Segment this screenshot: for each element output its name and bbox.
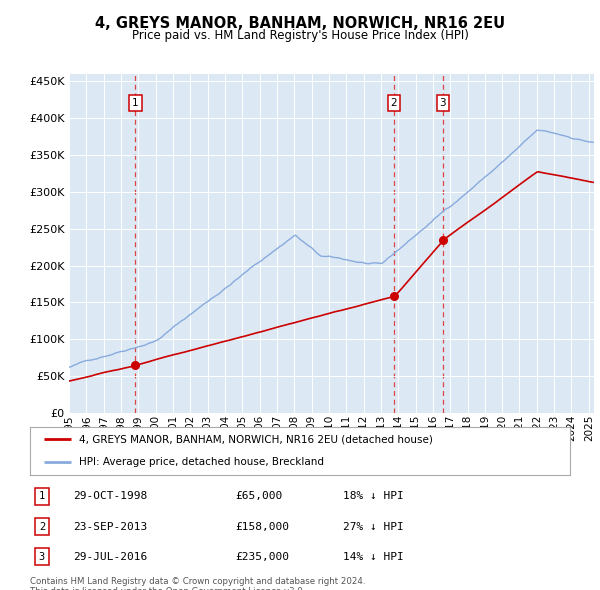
Text: 29-JUL-2016: 29-JUL-2016 bbox=[73, 552, 148, 562]
Text: 2: 2 bbox=[391, 99, 397, 108]
Text: 1: 1 bbox=[132, 99, 139, 108]
Text: 4, GREYS MANOR, BANHAM, NORWICH, NR16 2EU: 4, GREYS MANOR, BANHAM, NORWICH, NR16 2E… bbox=[95, 15, 505, 31]
Text: 14% ↓ HPI: 14% ↓ HPI bbox=[343, 552, 404, 562]
Text: 1: 1 bbox=[39, 491, 45, 502]
Text: 27% ↓ HPI: 27% ↓ HPI bbox=[343, 522, 404, 532]
Text: HPI: Average price, detached house, Breckland: HPI: Average price, detached house, Brec… bbox=[79, 457, 323, 467]
Text: Price paid vs. HM Land Registry's House Price Index (HPI): Price paid vs. HM Land Registry's House … bbox=[131, 29, 469, 42]
Text: £235,000: £235,000 bbox=[235, 552, 289, 562]
Text: 29-OCT-1998: 29-OCT-1998 bbox=[73, 491, 148, 502]
Text: 2: 2 bbox=[39, 522, 45, 532]
Text: 23-SEP-2013: 23-SEP-2013 bbox=[73, 522, 148, 532]
Text: 18% ↓ HPI: 18% ↓ HPI bbox=[343, 491, 404, 502]
Text: £158,000: £158,000 bbox=[235, 522, 289, 532]
Text: 3: 3 bbox=[39, 552, 45, 562]
Text: £65,000: £65,000 bbox=[235, 491, 283, 502]
Text: 4, GREYS MANOR, BANHAM, NORWICH, NR16 2EU (detached house): 4, GREYS MANOR, BANHAM, NORWICH, NR16 2E… bbox=[79, 434, 433, 444]
Text: Contains HM Land Registry data © Crown copyright and database right 2024.
This d: Contains HM Land Registry data © Crown c… bbox=[30, 577, 365, 590]
Text: 3: 3 bbox=[440, 99, 446, 108]
